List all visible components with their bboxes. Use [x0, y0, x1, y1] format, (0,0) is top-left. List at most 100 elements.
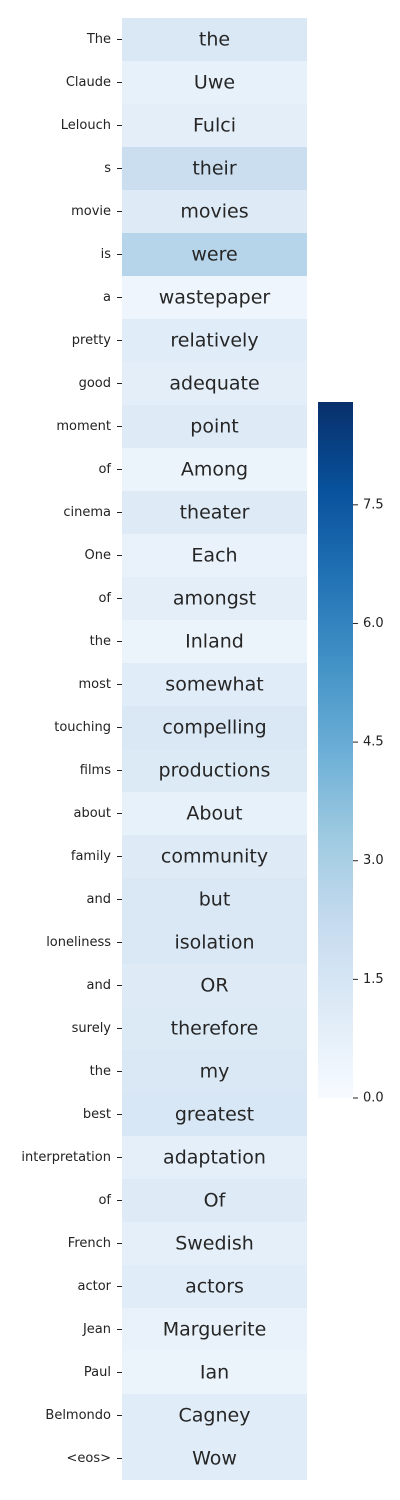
colorbar-tick-label: 0.0: [363, 1091, 384, 1106]
row-label: a: [103, 290, 111, 305]
cell-label: greatest: [175, 1104, 254, 1126]
cell-label: my: [200, 1061, 230, 1083]
heatmap-cell: [122, 190, 307, 233]
heatmap-cell: [122, 620, 307, 663]
heatmap-cell: [122, 577, 307, 620]
heatmap-cell: [122, 1007, 307, 1050]
heatmap-cell: [122, 491, 307, 534]
heatmap-cell: [122, 1093, 307, 1136]
heatmap-cell: [122, 362, 307, 405]
cell-label: amongst: [173, 588, 256, 610]
row-label: loneliness: [46, 935, 111, 950]
cell-label: adaptation: [163, 1147, 266, 1169]
cell-label: Among: [181, 459, 248, 481]
heatmap-cell: [122, 1437, 307, 1480]
row-label: family: [71, 849, 111, 864]
cell-label: their: [192, 158, 236, 180]
row-label: most: [79, 677, 112, 692]
colorbar-tick-label: 6.0: [363, 616, 384, 631]
cell-label: Uwe: [194, 72, 235, 94]
heatmap-cell: [122, 921, 307, 964]
row-label: is: [101, 247, 112, 262]
row-label: the: [90, 1064, 111, 1079]
row-label: Claude: [66, 75, 111, 90]
cell-label: Inland: [185, 631, 244, 653]
row-label: actor: [77, 1279, 111, 1294]
colorbar: 0.0 1.5 3.0 4.5 6.0 7.5: [318, 402, 384, 1106]
row-label: cinema: [63, 505, 111, 520]
row-label: moment: [56, 419, 111, 434]
cell-label: wastepaper: [159, 287, 271, 309]
heatmap-cell: [122, 792, 307, 835]
heatmap-cell: [122, 749, 307, 792]
heatmap-cell: [122, 878, 307, 921]
colorbar-tick-label: 3.0: [363, 853, 384, 868]
heatmap-cell: [122, 276, 307, 319]
row-label: Lelouch: [61, 118, 111, 133]
cell-label: Swedish: [175, 1233, 254, 1255]
row-labels: The Claude Lelouch s movie is a pretty good momen…: [21, 32, 122, 1466]
heatmap-cell: [122, 663, 307, 706]
colorbar-tick-label: 7.5: [363, 497, 384, 512]
heatmap-cell: [122, 405, 307, 448]
cell-label: theater: [180, 502, 250, 524]
cell-label: the: [199, 29, 230, 51]
row-label: movie: [71, 204, 111, 219]
colorbar-tick-label: 4.5: [363, 735, 384, 750]
row-label: and: [87, 892, 111, 907]
row-label: <eos>: [66, 1451, 111, 1466]
row-label: of: [98, 1193, 111, 1208]
heatmap-cell: [122, 1265, 307, 1308]
row-label: good: [79, 376, 111, 391]
colorbar-ticks: 0.0 1.5 3.0 4.5 6.0 7.5: [353, 497, 384, 1106]
row-label: and: [87, 978, 111, 993]
row-label: Paul: [84, 1365, 111, 1380]
row-label: The: [86, 32, 111, 47]
cell-label: Fulci: [193, 115, 236, 137]
row-label: Jean: [82, 1322, 111, 1337]
row-label: pretty: [72, 333, 112, 348]
cell-label: Marguerite: [163, 1319, 267, 1341]
heatmap-cell: [122, 1308, 307, 1351]
cell-label: isolation: [174, 932, 254, 954]
heatmap-cell: [122, 835, 307, 878]
heatmap-cell: [122, 448, 307, 491]
cell-label: Ian: [200, 1362, 229, 1384]
row-label: interpretation: [21, 1150, 111, 1165]
row-label: about: [73, 806, 111, 821]
row-label: surely: [72, 1021, 112, 1036]
row-label: One: [85, 548, 111, 563]
cell-label: relatively: [170, 330, 258, 352]
heatmap-cell: [122, 319, 307, 362]
cell-label: Each: [191, 545, 237, 567]
cell-label: point: [190, 416, 238, 438]
colorbar-tick-label: 1.5: [363, 972, 384, 987]
heatmap-cell: [122, 1394, 307, 1437]
cell-label: were: [191, 244, 237, 266]
cell-label: adequate: [169, 373, 259, 395]
heatmap-cell: [122, 706, 307, 749]
row-label: the: [90, 634, 111, 649]
row-label: of: [98, 591, 111, 606]
cell-label: somewhat: [165, 674, 263, 696]
cell-label: Cagney: [179, 1405, 251, 1427]
cell-label: Wow: [192, 1448, 237, 1470]
row-label: s: [104, 161, 111, 176]
row-label: best: [83, 1107, 111, 1122]
row-label: films: [80, 763, 111, 778]
cell-label: productions: [159, 760, 271, 782]
heatmap-cell: [122, 1222, 307, 1265]
row-label: French: [68, 1236, 111, 1251]
cell-label: movies: [180, 201, 248, 223]
row-label: touching: [54, 720, 111, 735]
heatmap-cells: the Uwe Fulci their movies were wastepaper rela…: [122, 18, 307, 1480]
heatmap-cell: [122, 1136, 307, 1179]
heatmap-cell: [122, 964, 307, 1007]
cell-label: OR: [200, 975, 228, 997]
cell-label: but: [199, 889, 231, 911]
heatmap-cell: [122, 147, 307, 190]
cell-label: About: [186, 803, 242, 825]
heatmap-cell: [122, 104, 307, 147]
cell-label: therefore: [171, 1018, 259, 1040]
